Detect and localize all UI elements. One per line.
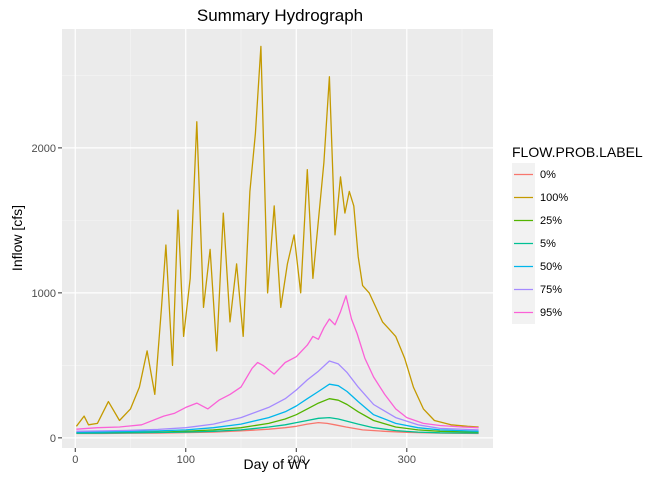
x-axis: 0 100 200 300 xyxy=(72,448,416,466)
legend-label: 25% xyxy=(540,215,562,227)
y-axis-title: Inflow [cfs] xyxy=(9,205,25,271)
legend-label: 75% xyxy=(540,284,562,296)
series-line-100pct xyxy=(75,45,479,428)
x-tick-label: 0 xyxy=(72,454,78,466)
legend: FLOW.PROB.LABEL 0% 100% 25% 5% 50% 75% 95% xyxy=(512,144,643,324)
chart-title: Summary Hydrograph xyxy=(197,6,363,25)
series-line-75pct xyxy=(76,360,479,432)
series-line-5pct xyxy=(76,416,479,434)
legend-label: 95% xyxy=(540,307,562,319)
legend-label: 0% xyxy=(540,169,556,181)
plot-panel xyxy=(62,29,493,448)
legend-label: 100% xyxy=(540,192,568,204)
x-tick-label: 300 xyxy=(398,454,416,466)
x-tick-label: 100 xyxy=(177,454,195,466)
y-tick-label: 2000 xyxy=(32,143,56,155)
y-axis: 0 1000 2000 xyxy=(32,143,62,445)
y-tick-label: 1000 xyxy=(32,288,56,300)
legend-label: 50% xyxy=(540,261,562,273)
series-lines xyxy=(75,45,479,435)
x-tick-label: 200 xyxy=(287,454,305,466)
legend-label: 5% xyxy=(540,238,556,250)
grid-lines xyxy=(62,29,493,448)
y-tick-label: 0 xyxy=(50,433,56,445)
legend-title: FLOW.PROB.LABEL xyxy=(512,144,643,160)
series-line-50pct xyxy=(76,383,479,433)
x-axis-title: Day of WY xyxy=(244,456,312,472)
series-line-95pct xyxy=(76,295,479,430)
